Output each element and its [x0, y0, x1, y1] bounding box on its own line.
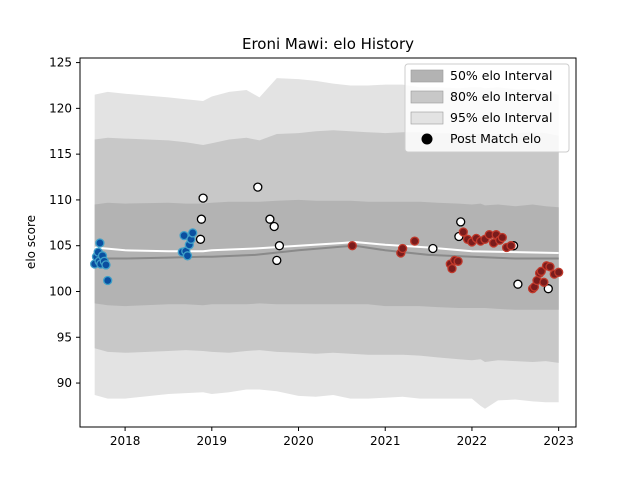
plot-area	[90, 78, 564, 409]
legend: 50% elo Interval 80% elo Interval 95% elo …	[404, 63, 570, 153]
data-point	[182, 251, 193, 261]
legend-label: 95% elo Interval	[450, 110, 552, 125]
data-point	[506, 241, 516, 251]
x-tick-label: 2022	[457, 434, 488, 448]
plot-frame	[79, 57, 577, 428]
axes: 2018 2019 2020 2021 2022 2023 90 95 100 105 110 115…	[49, 56, 574, 448]
data-point	[95, 238, 105, 248]
data-point	[447, 263, 457, 274]
data-point	[513, 279, 523, 289]
x-tick-label: 2019	[197, 434, 228, 448]
legend-box	[404, 63, 570, 153]
data-point	[397, 243, 408, 254]
legend-swatch	[410, 111, 444, 125]
y-tick-label: 115	[49, 147, 72, 161]
y-tick-label: 105	[49, 239, 72, 253]
mean-line	[94, 240, 559, 254]
data-point	[497, 232, 507, 243]
data-point	[272, 255, 282, 266]
chart-title: Eroni Mawi: elo History	[242, 35, 414, 53]
data-point	[179, 230, 189, 241]
x-tick-label: 2021	[370, 434, 401, 448]
legend-label: Post Match elo	[450, 131, 541, 146]
data-point	[543, 284, 553, 294]
y-tick-label: 90	[57, 376, 72, 390]
data-point	[198, 193, 208, 203]
data-point	[195, 234, 206, 244]
data-point	[188, 228, 198, 238]
data-point	[428, 243, 438, 254]
data-point	[458, 227, 468, 237]
data-point	[554, 267, 564, 277]
data-point	[274, 241, 285, 251]
data-point	[265, 214, 275, 224]
y-axis-label: elo score	[24, 215, 38, 269]
x-tick-label: 2023	[543, 434, 574, 448]
data-point	[410, 236, 420, 246]
data-point	[539, 277, 549, 287]
data-point	[545, 262, 555, 272]
data-point	[269, 221, 279, 232]
legend-swatch	[410, 90, 444, 104]
x-tick-label: 2018	[110, 434, 141, 448]
y-tick-label: 120	[49, 101, 72, 115]
data-point	[103, 275, 113, 286]
data-point	[196, 214, 207, 224]
data-point	[101, 260, 111, 270]
legend-label: 50% elo Interval	[450, 68, 552, 83]
band-50-interval	[94, 199, 559, 310]
legend-swatch	[410, 69, 444, 83]
median-line	[94, 244, 559, 260]
data-point	[453, 256, 463, 266]
data-point	[456, 217, 466, 227]
y-tick-label: 110	[49, 193, 72, 207]
y-tick-label: 125	[49, 56, 72, 70]
x-tick-label: 2020	[283, 434, 314, 448]
legend-label: 80% elo Interval	[450, 89, 552, 104]
data-point	[253, 182, 263, 192]
data-point	[347, 241, 357, 251]
data-point	[536, 266, 546, 276]
y-tick-label: 100	[49, 284, 72, 298]
y-tick-label: 95	[57, 330, 72, 344]
legend-marker	[421, 133, 433, 145]
